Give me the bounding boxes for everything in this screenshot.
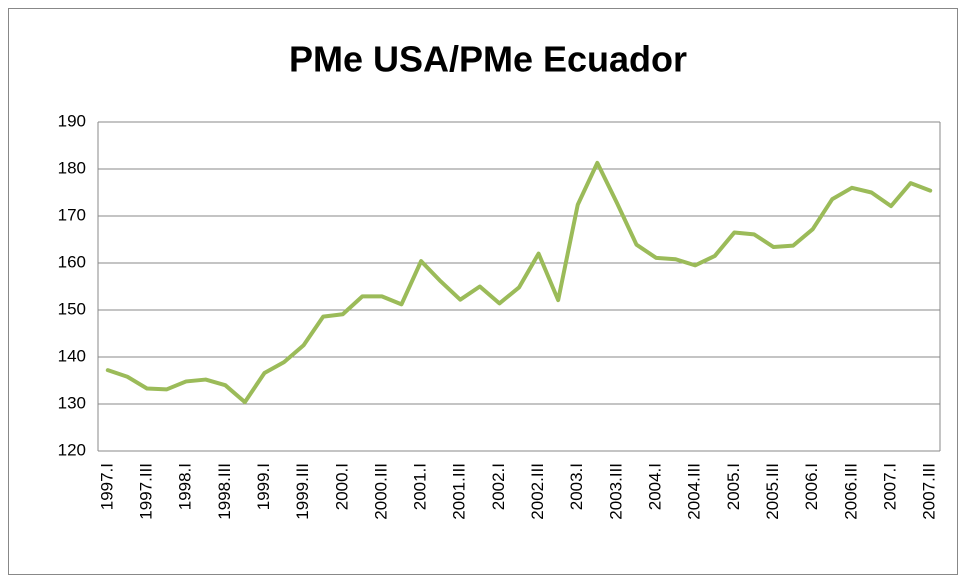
x-tick-label: 2002.III [528, 463, 547, 520]
x-tick-label: 1997.I [97, 463, 116, 510]
y-tick-label: 120 [58, 440, 86, 459]
x-tick-label: 2005.I [724, 463, 743, 510]
y-tick-label: 150 [58, 299, 86, 318]
x-tick-label: 2004.III [685, 463, 704, 520]
y-tick-label: 170 [58, 205, 86, 224]
x-tick-label: 2005.III [763, 463, 782, 520]
x-tick-label: 2006.I [802, 463, 821, 510]
data-line [105, 160, 933, 405]
x-tick-label: 2007.III [920, 463, 939, 520]
x-tick-label: 2000.III [371, 463, 390, 520]
y-tick-label: 160 [58, 252, 86, 271]
y-tick-label: 140 [58, 346, 86, 365]
x-tick-label: 2000.I [332, 463, 351, 510]
x-tick-label: 1999.III [293, 463, 312, 520]
y-tick-label: 180 [58, 158, 86, 177]
x-tick-label: 2003.I [567, 463, 586, 510]
x-tick-label: 1999.I [254, 463, 273, 510]
x-tick-label: 2003.III [606, 463, 625, 520]
y-tick-label: 130 [58, 393, 86, 412]
x-tick-label: 2002.I [489, 463, 508, 510]
x-tick-label: 1998.III [215, 463, 234, 520]
chart-title: PMe USA/PMe Ecuador [289, 39, 687, 80]
y-tick-label: 190 [58, 111, 86, 130]
x-tick-label: 2004.I [646, 463, 665, 510]
x-tick-label: 1998.I [176, 463, 195, 510]
x-tick-label: 2001.III [450, 463, 469, 520]
x-tick-label: 1997.III [136, 463, 155, 520]
x-tick-label: 2006.III [841, 463, 860, 520]
x-tick-label: 2001.I [411, 463, 430, 510]
x-tick-label: 2007.I [881, 463, 900, 510]
